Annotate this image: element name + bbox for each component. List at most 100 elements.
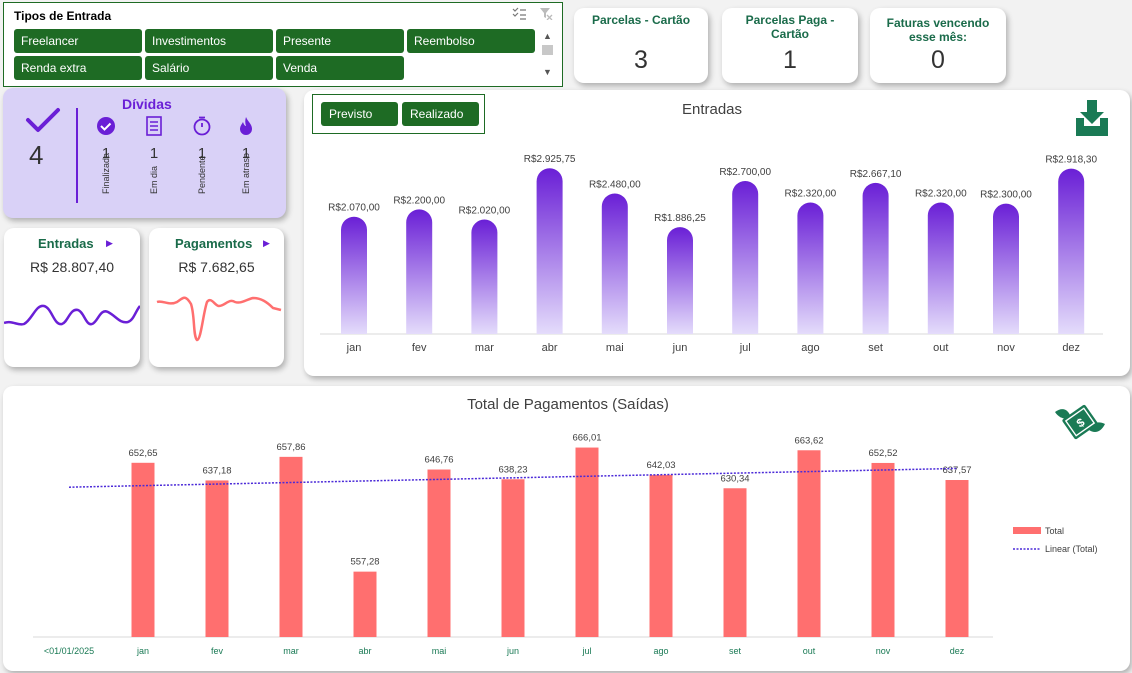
entradas-bar[interactable] — [862, 182, 889, 334]
legend-label-trend: Linear (Total) — [1045, 544, 1098, 554]
entradas-data-label: R$2.667,10 — [850, 169, 902, 180]
status-em-atraso: 1 Em atraso — [231, 116, 261, 194]
entradas-bar[interactable] — [406, 209, 433, 334]
slicer-item-investimentos[interactable]: Investimentos — [145, 29, 273, 53]
pagamentos-x-tick: set — [729, 646, 742, 656]
stopwatch-icon — [193, 116, 211, 136]
pagamentos-bar[interactable] — [649, 474, 673, 637]
slicer-item-presente[interactable]: Presente — [276, 29, 404, 53]
entradas-bar[interactable] — [927, 202, 954, 334]
entradas-data-label: R$2.070,00 — [328, 203, 380, 214]
slicer-item-renda-extra[interactable]: Renda extra — [14, 56, 142, 80]
list-icon — [146, 116, 162, 136]
money-wings-icon: $ — [1055, 404, 1105, 440]
pagamentos-x-tick: jul — [581, 646, 591, 656]
slicer-scrollbar[interactable]: ▲ ▼ — [539, 31, 556, 83]
pagamentos-x-tick: fev — [211, 646, 224, 656]
pagamentos-x-tick: abr — [358, 646, 371, 656]
dividas-card: Dívidas 4 1 Finalizada 1 Em dia 1 Penden… — [3, 88, 286, 218]
pagamentos-bar[interactable] — [353, 571, 377, 637]
pagamentos-data-label: 652,65 — [128, 448, 157, 459]
entradas-bar[interactable] — [797, 202, 824, 334]
kpi-label: Parcelas Paga - Cartão — [745, 13, 835, 41]
pagamentos-data-label: 642,03 — [646, 460, 675, 471]
pagamentos-data-label: 646,76 — [424, 455, 453, 466]
checkmark-icon — [26, 108, 60, 132]
pagamentos-data-label: 630,34 — [720, 473, 749, 484]
pagamentos-data-label: 557,28 — [350, 557, 379, 568]
dividas-title: Dívidas — [122, 96, 172, 112]
pagamentos-x-tick: jun — [506, 646, 519, 656]
pagamentos-x-tick: dez — [950, 646, 965, 656]
pagamentos-bar[interactable] — [427, 469, 451, 637]
pagamentos-x-tick: jan — [136, 646, 149, 656]
entradas-x-tick: dez — [1062, 342, 1080, 354]
kpi-faturas-vencendo: Faturas vencendo esse mês: 0 — [870, 8, 1006, 83]
entradas-data-label: R$2.320,00 — [785, 189, 837, 200]
pagamentos-bar[interactable] — [871, 462, 895, 637]
entradas-bar-chart: Entradas R$2.070,00 jan R$2.200,00 fev R$2.0… — [320, 101, 1103, 354]
entradas-bar[interactable] — [601, 193, 628, 334]
pagamentos-data-label: 638,23 — [498, 464, 527, 475]
entradas-chart-title: Entradas — [682, 101, 742, 118]
scroll-up-icon[interactable]: ▲ — [543, 31, 552, 41]
scroll-thumb[interactable] — [542, 45, 553, 55]
kpi-label: Faturas vencendo esse mês: — [886, 16, 990, 44]
entradas-data-label: R$2.200,00 — [393, 195, 445, 206]
slicer-item-venda[interactable]: Venda — [276, 56, 404, 80]
entradas-bar[interactable] — [341, 216, 367, 334]
pagamentos-data-label: 663,62 — [794, 435, 823, 446]
kpi-parcelas-cartao: Parcelas - Cartão 3 — [574, 8, 708, 83]
entradas-data-label: R$2.300,00 — [980, 190, 1032, 201]
previsto-realizado-toggle: Previsto Realizado — [312, 94, 485, 134]
entradas-bar[interactable] — [667, 227, 693, 334]
pagamentos-summary-card: Pagamentos ▶ R$ 7.682,65 — [149, 228, 284, 367]
entradas-x-tick: mar — [475, 342, 494, 354]
entradas-x-tick: jun — [672, 342, 688, 354]
legend-label-total: Total — [1045, 526, 1064, 536]
pagamentos-bar[interactable] — [797, 450, 821, 637]
pagamentos-bar[interactable] — [501, 479, 525, 637]
slicer-item-freelancer[interactable]: Freelancer — [14, 29, 142, 53]
clear-filter-icon[interactable] — [539, 7, 553, 20]
fire-icon — [240, 117, 252, 135]
pagamentos-bar[interactable] — [575, 447, 599, 637]
pagamentos-data-label: 652,52 — [868, 448, 897, 459]
legend: Total Linear (Total) — [1013, 526, 1098, 554]
pagamentos-bar[interactable] — [723, 488, 747, 637]
pagamentos-x-tick: mar — [283, 646, 299, 656]
play-arrow-icon[interactable]: ▶ — [106, 238, 113, 248]
realizado-button[interactable]: Realizado — [402, 102, 479, 126]
pagamentos-data-label: 666,01 — [572, 433, 601, 444]
multi-select-icon[interactable] — [512, 7, 526, 20]
entradas-x-tick: out — [933, 342, 948, 354]
pagamentos-x-tick: mai — [432, 646, 447, 656]
entradas-bar[interactable] — [471, 219, 498, 334]
entradas-x-tick: set — [868, 342, 883, 354]
entradas-x-tick: mai — [606, 342, 624, 354]
entradas-x-tick: abr — [542, 342, 558, 354]
play-arrow-icon[interactable]: ▶ — [263, 238, 270, 248]
slicer-item-reembolso[interactable]: Reembolso — [407, 29, 535, 53]
slicer-item-salario[interactable]: Salário — [145, 56, 273, 80]
pagamentos-bar[interactable] — [279, 456, 303, 637]
pagamentos-bar[interactable] — [945, 480, 969, 637]
kpi-value: 1 — [783, 46, 797, 74]
entradas-bar[interactable] — [1058, 168, 1085, 334]
pagamentos-bar[interactable] — [205, 480, 229, 637]
download-tray-icon[interactable] — [1072, 98, 1112, 138]
pagamentos-bar[interactable] — [131, 462, 155, 637]
entradas-x-tick: fev — [412, 342, 427, 354]
slicer-tipos-de-entrada: Tipos de Entrada Freelancer Investimento… — [3, 2, 563, 87]
scroll-down-icon[interactable]: ▼ — [543, 67, 552, 77]
status-label: Em dia — [149, 165, 159, 194]
status-em-dia: 1 Em dia — [139, 116, 169, 194]
kpi-parcelas-paga-cartao: Parcelas Paga - Cartão 1 — [722, 8, 858, 83]
pagamentos-x-tick: nov — [876, 646, 891, 656]
entradas-bar[interactable] — [536, 168, 563, 334]
entradas-bar[interactable] — [993, 203, 1019, 334]
status-count: 1 — [197, 145, 207, 162]
entradas-bar[interactable] — [732, 181, 759, 334]
previsto-button[interactable]: Previsto — [321, 102, 398, 126]
entradas-data-label: R$2.925,75 — [524, 154, 576, 165]
